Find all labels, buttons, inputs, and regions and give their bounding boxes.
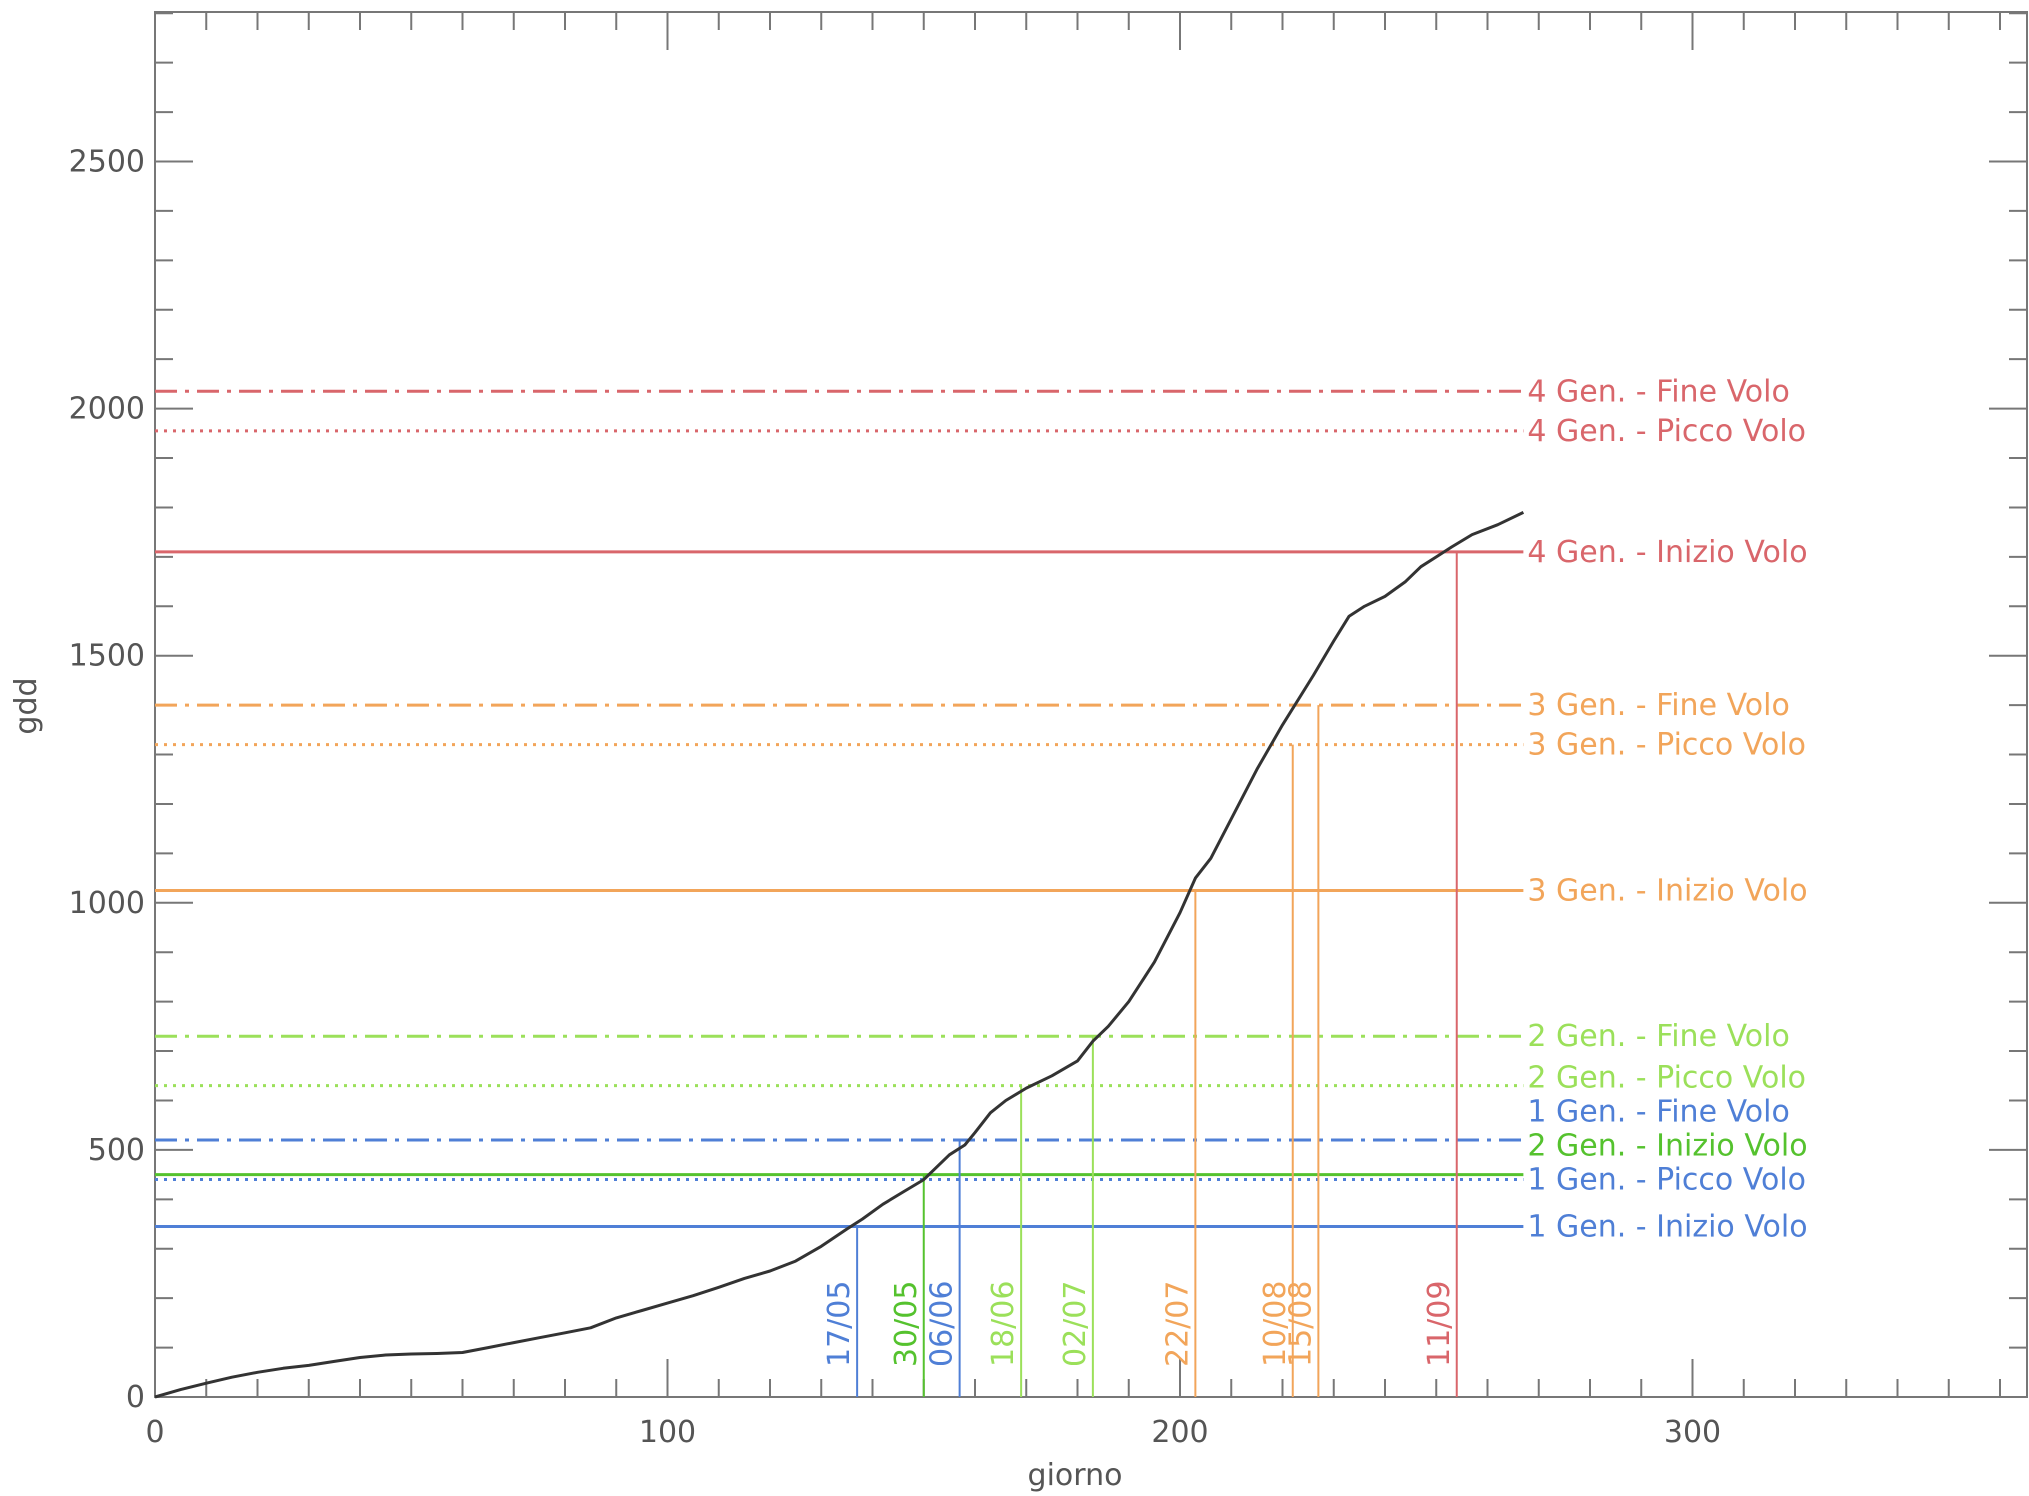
threshold-lines: [155, 389, 1524, 1229]
threshold-label: 4 Gen. - Inizio Volo: [1527, 535, 1807, 570]
threshold-label: 2 Gen. - Inizio Volo: [1527, 1129, 1807, 1164]
x-tick-labels: 0 100 200 300: [145, 1415, 1721, 1450]
date-marker-label: 17/05: [822, 1281, 857, 1367]
threshold-label: 1 Gen. - Fine Volo: [1527, 1095, 1789, 1130]
gdd-curve-layer: [154, 511, 1525, 1399]
y-tick-labels: 0 500 1000 1500 2000 2500: [69, 145, 145, 1416]
date-marker-lines: [856, 551, 1458, 1397]
y-tick-label: 1500: [69, 639, 145, 674]
date-marker-label: 02/07: [1058, 1281, 1093, 1367]
gdd-curve: [154, 511, 1525, 1399]
threshold-labels: 1 Gen. - Inizio Volo 1 Gen. - Picco Volo 1…: [1527, 374, 1807, 1244]
threshold-label: 4 Gen. - Fine Volo: [1527, 374, 1789, 409]
date-marker-label: 30/05: [889, 1281, 924, 1367]
x-axis-title: giorno: [1028, 1458, 1123, 1493]
date-marker-label: 10/08: [1258, 1281, 1293, 1367]
x-tick-label: 100: [639, 1415, 696, 1450]
minor-ticks: [154, 12, 2027, 1398]
threshold-label: 3 Gen. - Fine Volo: [1527, 688, 1789, 723]
y-tick-label: 2500: [69, 145, 145, 180]
y-tick-label: 1000: [69, 886, 145, 921]
threshold-label: 3 Gen. - Inizio Volo: [1527, 873, 1807, 908]
x-tick-label: 300: [1664, 1415, 1721, 1450]
threshold-label: 2 Gen. - Fine Volo: [1527, 1019, 1789, 1054]
date-marker-label: 11/09: [1422, 1281, 1457, 1367]
threshold-label: 1 Gen. - Picco Volo: [1527, 1163, 1806, 1198]
y-tick-label: 2000: [69, 392, 145, 427]
date-marker-label: 06/06: [925, 1281, 960, 1367]
date-marker-label: 15/08: [1283, 1281, 1318, 1367]
date-marker-label: 22/07: [1160, 1281, 1195, 1367]
threshold-label: 1 Gen. - Inizio Volo: [1527, 1210, 1807, 1245]
date-labels: 17/05 30/05 06/06 18/06 02/07 22/07 10/0815/08…: [822, 1281, 1457, 1367]
y-tick-label: 500: [88, 1133, 145, 1168]
y-axis-title: gdd: [9, 677, 44, 734]
y-tick-label: 0: [126, 1380, 145, 1415]
x-tick-label: 200: [1151, 1415, 1208, 1450]
date-marker-label: 18/06: [986, 1281, 1021, 1367]
threshold-label: 3 Gen. - Picco Volo: [1527, 728, 1806, 763]
x-tick-label: 0: [145, 1415, 164, 1450]
threshold-label: 4 Gen. - Picco Volo: [1527, 414, 1806, 449]
threshold-label: 2 Gen. - Picco Volo: [1527, 1061, 1806, 1096]
